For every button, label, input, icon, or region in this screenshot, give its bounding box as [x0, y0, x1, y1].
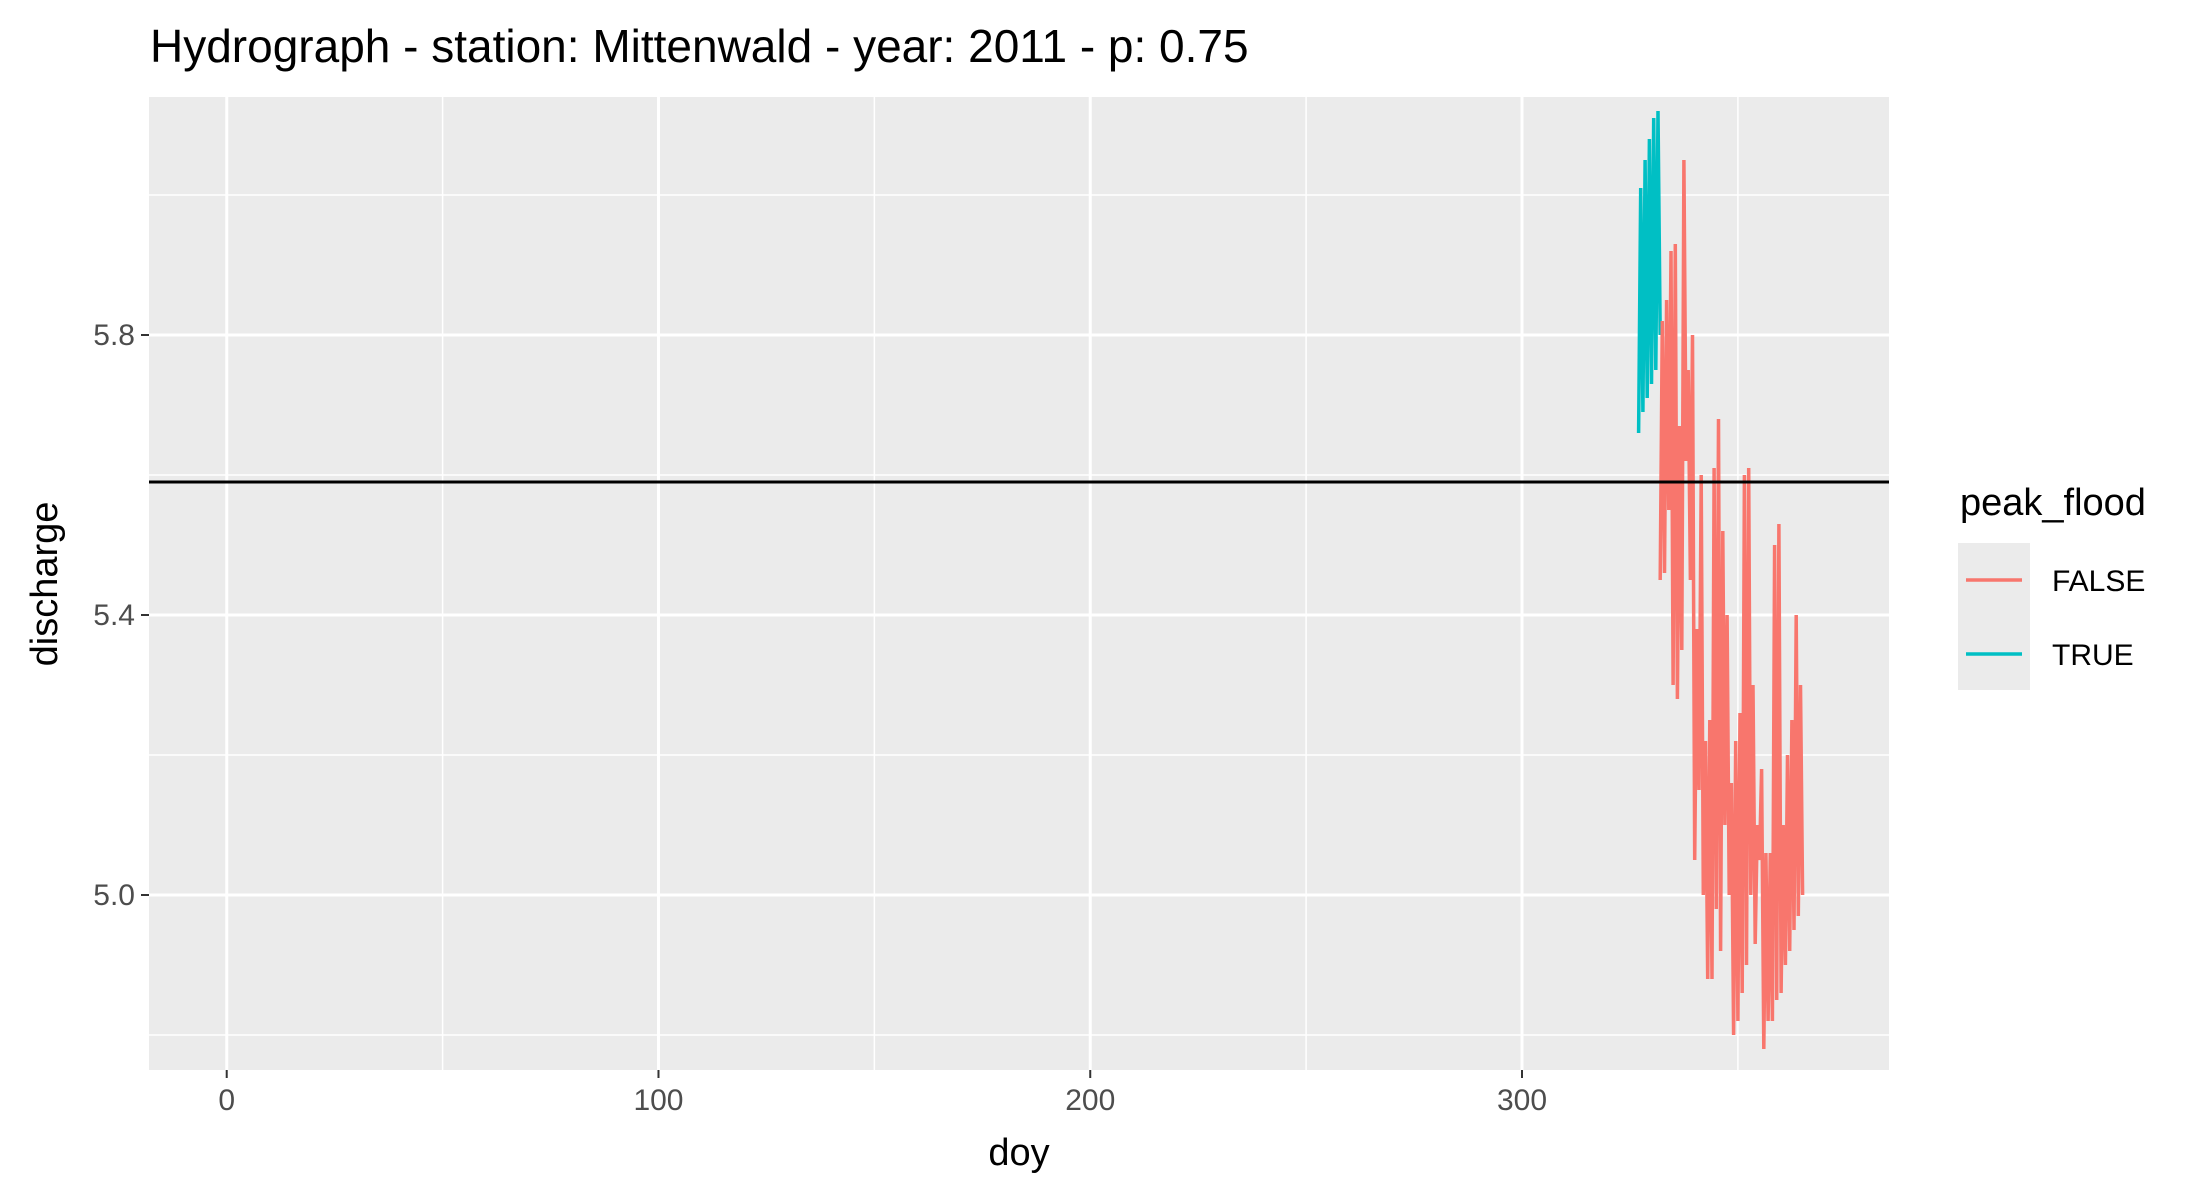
y-axis: 5.0 5.4 5.8: [93, 319, 149, 912]
y-tick-label: 5.4: [93, 599, 135, 632]
legend: peak_flood FALSE TRUE: [1958, 482, 2146, 690]
x-tick-label: 200: [1065, 1084, 1115, 1117]
minor-gridlines: [149, 97, 1889, 1070]
x-axis: 0 100 200 300: [218, 1070, 1547, 1117]
x-tick-label: 0: [218, 1084, 235, 1117]
legend-label-false: FALSE: [2052, 565, 2145, 598]
series-line-false: [1658, 159, 1805, 1050]
plot-panel: [149, 97, 1889, 1070]
x-tick-label: 300: [1497, 1084, 1547, 1117]
legend-key-background: [1958, 543, 2030, 690]
y-axis-title: discharge: [24, 502, 66, 667]
x-axis-title: doy: [988, 1132, 1049, 1174]
legend-title: peak_flood: [1960, 482, 2146, 524]
y-tick-label: 5.8: [93, 319, 135, 352]
major-gridlines: [149, 97, 1889, 1070]
legend-entries: FALSE TRUE: [1966, 565, 2145, 672]
series-layer: [1636, 110, 1805, 1050]
legend-label-true: TRUE: [2052, 639, 2134, 672]
series-line-true: [1636, 110, 1662, 434]
chart-title: Hydrograph - station: Mittenwald - year:…: [150, 20, 1249, 72]
y-tick-label: 5.0: [93, 879, 135, 912]
x-tick-label: 100: [633, 1084, 683, 1117]
